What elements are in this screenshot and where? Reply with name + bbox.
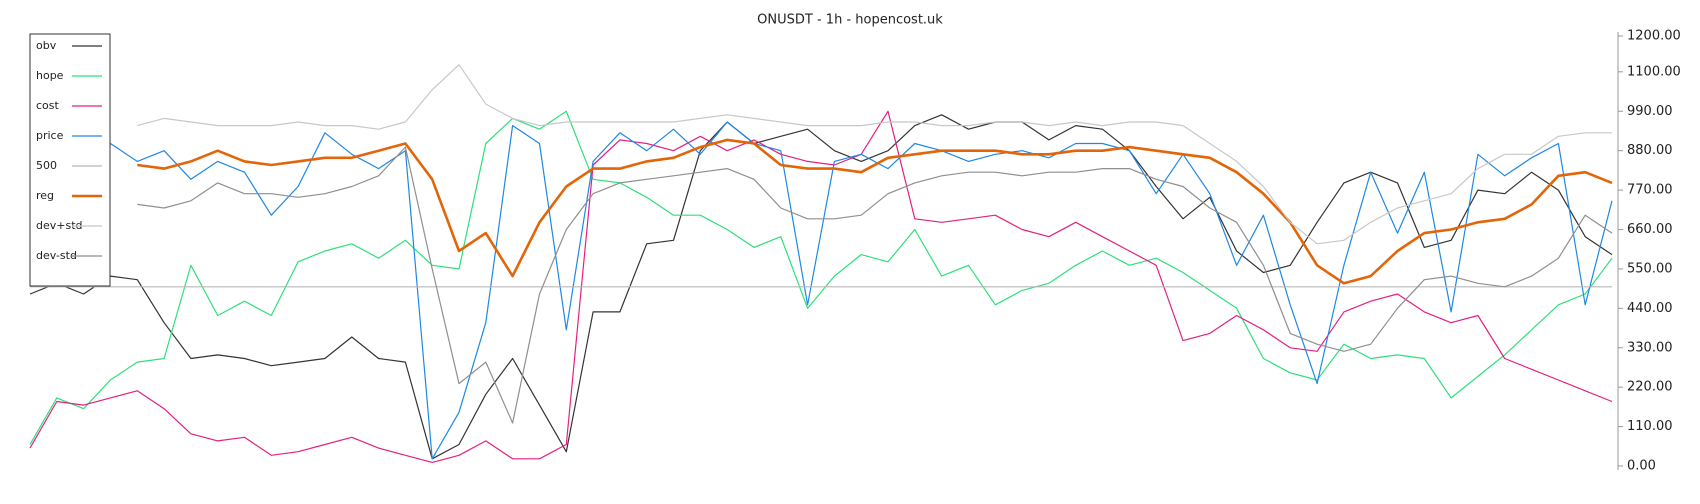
y-tick-label: 880.00 <box>1627 143 1673 158</box>
legend-label: price <box>36 129 64 142</box>
chart-title: ONUSDT - 1h - hopencost.uk <box>757 13 943 28</box>
series-line <box>29 114 1613 460</box>
y-tick-label: 220.00 <box>1627 380 1673 395</box>
series-line <box>29 110 1613 463</box>
series-line <box>137 64 1612 245</box>
legend-label: dev+std <box>36 219 83 232</box>
y-tick-label: 990.00 <box>1627 104 1673 119</box>
legend-label: dev-std <box>36 249 77 262</box>
y-tick-label: 1100.00 <box>1627 64 1681 79</box>
legend-label: 500 <box>36 159 57 172</box>
legend-label: cost <box>36 99 60 112</box>
series-line <box>137 146 1613 424</box>
y-tick-label: 440.00 <box>1627 301 1673 316</box>
legend-label: reg <box>36 189 54 202</box>
legend: obv hope cost price 500 reg dev+std dev-std <box>29 33 111 287</box>
y-tick-label: 550.00 <box>1627 261 1673 276</box>
y-tick-label: 1200.00 <box>1627 29 1681 44</box>
y-tick-label: 110.00 <box>1627 419 1673 434</box>
y-tick-label: 330.00 <box>1627 340 1673 355</box>
series-line <box>137 138 1613 285</box>
legend-label: obv <box>36 39 57 52</box>
y-tick-label: 660.00 <box>1627 222 1673 237</box>
y-tick-label: 770.00 <box>1627 183 1673 198</box>
series-line <box>83 121 1613 460</box>
y-tick-label: 0.00 <box>1627 459 1656 474</box>
legend-label: hope <box>36 69 64 82</box>
series-line <box>29 110 1613 445</box>
